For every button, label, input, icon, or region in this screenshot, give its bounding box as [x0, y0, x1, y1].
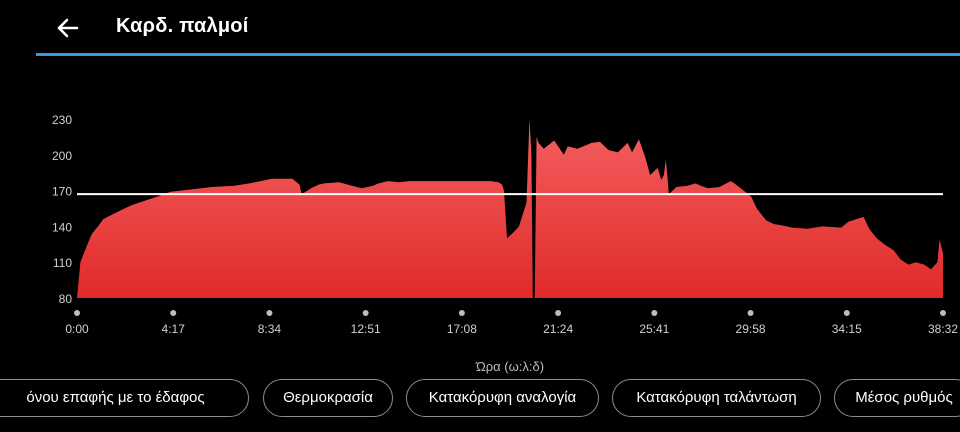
y-tick-label: 200: [52, 149, 72, 163]
x-tick-dot: [74, 310, 80, 316]
chip-temperature[interactable]: Θερμοκρασία: [263, 379, 393, 417]
x-tick-dot: [362, 310, 369, 316]
header-divider: [36, 53, 960, 56]
x-tick-dot: [170, 310, 177, 316]
chip-ground-contact[interactable]: όνου επαφής με το έδαφος: [0, 379, 249, 417]
y-tick-label: 230: [52, 113, 72, 127]
x-tick-label: 29:58: [736, 322, 766, 336]
x-tick-label: 8:34: [258, 322, 282, 336]
y-tick-label: 110: [53, 256, 72, 270]
app-bar: Καρδ. παλμοί: [0, 0, 960, 56]
x-tick-dot: [940, 310, 946, 316]
page-title: Καρδ. παλμοί: [116, 15, 249, 37]
chip-vertical-oscillation[interactable]: Κατακόρυφη ταλάντωση: [612, 379, 821, 417]
x-tick-dot: [458, 310, 465, 316]
x-tick-dot: [555, 310, 562, 316]
x-tick-label: 34:15: [832, 322, 862, 336]
x-tick-dot: [651, 310, 658, 316]
x-axis-title: Ώρα (ω:λ:δ): [475, 359, 545, 374]
x-tick-dot: [747, 310, 754, 316]
x-tick-label: 25:41: [639, 322, 669, 336]
y-tick-label: 80: [59, 292, 73, 306]
back-button[interactable]: [52, 12, 84, 44]
x-tick-dot: [843, 310, 850, 316]
y-tick-label: 140: [52, 220, 72, 234]
chip-vertical-ratio[interactable]: Κατακόρυφη αναλογία: [406, 379, 599, 417]
metric-chip-bar[interactable]: όνου επαφής με το έδαφος Θερμοκρασία Κατ…: [0, 379, 960, 419]
x-tick-label: 0:00: [65, 322, 89, 336]
heart-rate-chart: 230 200 170 140 110 80 0:00 4:17 8:34 12:51 17:08…: [0, 100, 960, 380]
y-tick-label: 170: [52, 185, 72, 199]
x-tick-label: 4:17: [162, 322, 186, 336]
heart-rate-chart-svg: 230 200 170 140 110 80 0:00 4:17 8:34 12:51 17:08…: [52, 113, 958, 336]
heart-rate-area: [77, 119, 943, 298]
x-tick-label: 21:24: [543, 322, 573, 336]
x-tick-label: 17:08: [447, 322, 477, 336]
arrow-left-icon: [57, 18, 79, 38]
chip-avg-pace[interactable]: Μέσος ρυθμός: [834, 379, 960, 417]
x-tick-label: 12:51: [351, 322, 381, 336]
x-tick-label: 38:32: [928, 322, 958, 336]
x-tick-dot: [266, 310, 273, 316]
